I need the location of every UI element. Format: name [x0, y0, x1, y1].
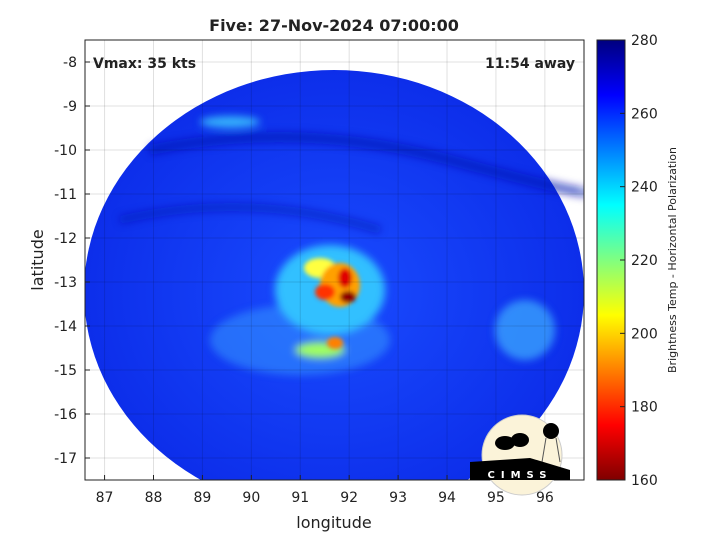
- y-tick-label: -10: [54, 143, 77, 159]
- vmax-annotation: Vmax: 35 kts: [93, 56, 196, 72]
- y-tick-label: -17: [54, 451, 77, 467]
- time-away-annotation: 11:54 away: [485, 56, 575, 72]
- x-tick-label: 96: [536, 490, 554, 506]
- colorbar-tick-label: 180: [631, 400, 658, 416]
- y-tick-label: -14: [54, 319, 77, 335]
- y-tick-label: -8: [63, 55, 77, 71]
- x-tick-label: 91: [291, 490, 309, 506]
- brightness-temp-image: [85, 40, 584, 480]
- x-axis-label: longitude: [296, 513, 371, 532]
- x-tick-label: 95: [487, 490, 505, 506]
- chart-title: Five: 27-Nov-2024 07:00:00: [209, 16, 459, 35]
- y-tick-label: -13: [54, 275, 77, 291]
- y-tick-label: -16: [54, 407, 77, 423]
- colorbar-tick-label: 260: [631, 106, 658, 122]
- y-axis-label: latitude: [28, 229, 47, 290]
- x-tick-label: 88: [145, 490, 163, 506]
- colorbar-tick-label: 280: [631, 33, 658, 49]
- colorbar-tick-label: 200: [631, 326, 658, 342]
- x-tick-label: 93: [389, 490, 407, 506]
- y-tick-label: -11: [54, 187, 77, 203]
- x-tick-label: 94: [438, 490, 456, 506]
- colorbar-tick-label: 220: [631, 253, 658, 269]
- y-tick-label: -15: [54, 363, 77, 379]
- colorbar-label: Brightness Temp - Horizontal Polarizatio…: [666, 147, 679, 373]
- x-tick-label: 92: [340, 490, 358, 506]
- x-tick-label: 89: [193, 490, 211, 506]
- cimss-logo: CIMSS: [470, 414, 570, 496]
- colorbar-tick-label: 160: [631, 473, 658, 489]
- y-tick-label: -12: [54, 231, 77, 247]
- colorbar-tick-label: 240: [631, 180, 658, 196]
- svg-text:CIMSS: CIMSS: [488, 470, 553, 481]
- x-tick-label: 90: [242, 490, 260, 506]
- y-tick-label: -9: [63, 99, 77, 115]
- plot-frame: [84, 39, 585, 481]
- x-tick-label: 87: [96, 490, 114, 506]
